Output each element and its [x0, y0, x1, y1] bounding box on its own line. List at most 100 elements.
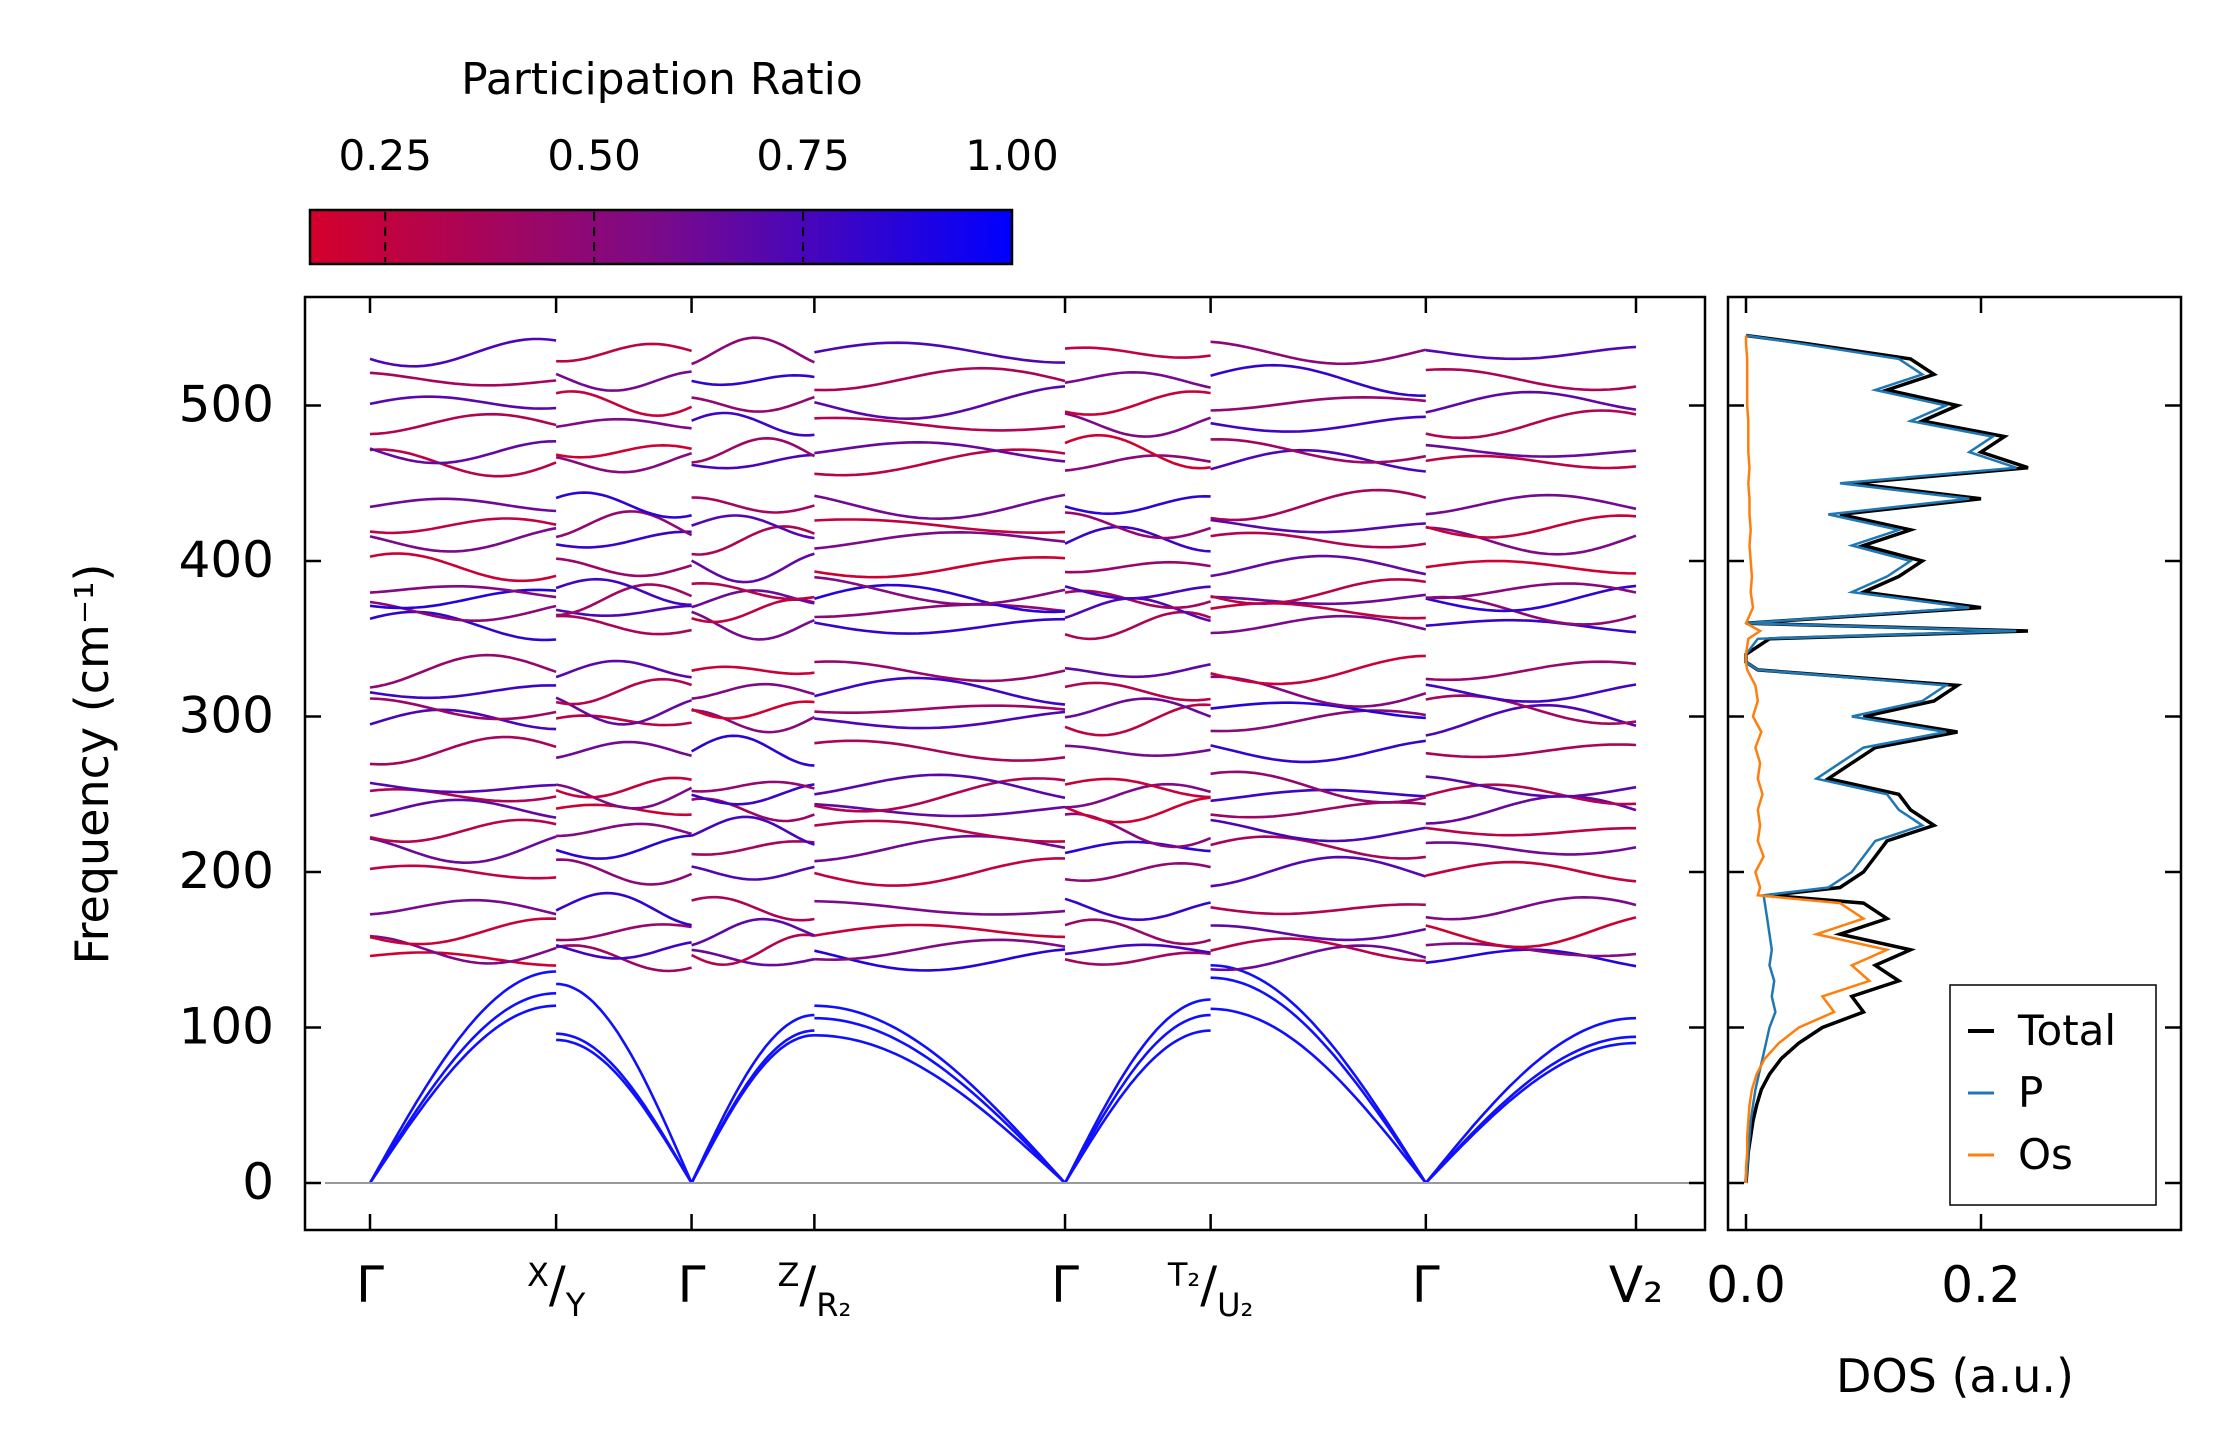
- optical-branch: [1425, 367, 1637, 392]
- optical-branch: [814, 739, 1066, 762]
- optical-branch: [1425, 584, 1637, 613]
- optical-branch: [691, 840, 815, 856]
- optical-branch: [555, 714, 692, 727]
- optical-branch: [691, 610, 815, 641]
- band-y-tick-label: 400: [179, 531, 274, 589]
- kpoint-label: Γ: [678, 1256, 706, 1314]
- optical-branch: [1425, 826, 1636, 837]
- acoustic-branch: [814, 1034, 1066, 1184]
- optical-branch: [556, 614, 692, 636]
- optical-branch: [814, 555, 1066, 579]
- optical-branch: [691, 496, 815, 514]
- optical-branch: [1210, 531, 1426, 549]
- acoustic-branch: [1210, 976, 1427, 1184]
- optical-branch: [555, 659, 692, 679]
- optical-branch: [1425, 743, 1637, 759]
- optical-branch: [814, 857, 1065, 887]
- optical-branch: [555, 696, 693, 726]
- optical-branch: [691, 783, 815, 806]
- optical-branch: [691, 700, 815, 720]
- optical-branch: [691, 665, 815, 676]
- optical-branch: [1210, 903, 1426, 916]
- optical-branch: [369, 684, 557, 700]
- band-plot-frame: [303, 295, 1707, 1232]
- optical-branch: [814, 518, 1066, 534]
- optical-branch: [814, 773, 1066, 800]
- optical-branch: [369, 440, 557, 465]
- optical-branch: [814, 710, 1066, 730]
- optical-branch: [369, 864, 557, 880]
- optical-branch: [814, 819, 1066, 843]
- dos-x-tick-label: 0.0: [1706, 1256, 1786, 1314]
- colorbar-tick-label: 0.75: [756, 131, 850, 180]
- optical-branch: [1210, 701, 1426, 720]
- optical-branch: [1425, 595, 1637, 626]
- optical-branch: [369, 526, 557, 553]
- kpoint-label: Γ: [1412, 1256, 1440, 1314]
- kpoint-label: Γ: [1051, 1256, 1079, 1314]
- optical-branch: [556, 583, 693, 617]
- acoustic-branch: [1424, 1016, 1637, 1184]
- optical-branch: [814, 603, 1066, 619]
- optical-branch: [691, 581, 815, 601]
- optical-branch: [814, 676, 1066, 706]
- acoustic-branch: [556, 1038, 693, 1184]
- optical-branch: [555, 891, 692, 927]
- optical-branch: [1064, 610, 1212, 641]
- optical-branch: [1064, 434, 1211, 470]
- optical-branch: [555, 557, 692, 578]
- optical-branch: [814, 899, 1066, 916]
- optical-branch: [814, 493, 1066, 521]
- optical-branch: [1210, 415, 1426, 433]
- optical-branch: [1425, 841, 1637, 856]
- optical-branch: [1064, 370, 1211, 389]
- dos-y-ticks: [1728, 404, 2181, 1185]
- optical-branch: [814, 575, 1066, 606]
- dos-x-axis: 0.0 0.2: [1706, 297, 2021, 1314]
- acoustic-branch: [556, 1032, 693, 1184]
- optical-branch: [690, 552, 815, 584]
- optical-branch: [1064, 390, 1211, 416]
- optical-branch: [556, 342, 692, 363]
- optical-branch: [1210, 654, 1426, 686]
- optical-branch: [1210, 944, 1427, 972]
- acoustic-branch: [690, 1034, 815, 1184]
- optical-branch: [691, 453, 815, 470]
- colorbar-tick-label: 1.00: [965, 131, 1059, 180]
- optical-branch: [369, 371, 557, 387]
- colorbar-title: Participation Ratio: [461, 54, 863, 105]
- acoustic-branch: [368, 970, 557, 1184]
- optical-branch: [1210, 818, 1427, 843]
- optical-branch: [1425, 514, 1637, 539]
- optical-branch: [1064, 663, 1211, 679]
- acoustic-branch: [1424, 1035, 1637, 1184]
- optical-branch: [1425, 775, 1637, 798]
- optical-branch: [1425, 390, 1637, 414]
- optical-branch: [369, 337, 557, 368]
- optical-branch: [1425, 703, 1637, 737]
- optical-branch: [555, 577, 692, 607]
- optical-branch: [691, 411, 815, 437]
- kpoint-label: X/Y: [527, 1256, 586, 1324]
- optical-branch: [1210, 518, 1426, 534]
- optical-branch: [1425, 559, 1637, 575]
- optical-branch: [1210, 602, 1426, 620]
- optical-branch: [691, 336, 815, 366]
- optical-branch: [1425, 942, 1637, 958]
- optical-branch: [1064, 412, 1212, 438]
- optical-branch: [369, 951, 557, 967]
- optical-branch: [814, 704, 1066, 714]
- optical-branch: [555, 452, 692, 474]
- optical-branch: [1064, 777, 1211, 799]
- optical-branch: [1064, 494, 1211, 516]
- optical-branch: [369, 497, 557, 513]
- optical-branch: [1064, 796, 1211, 824]
- optical-branch: [691, 395, 815, 413]
- optical-branch: [369, 448, 557, 478]
- optical-branch: [369, 600, 557, 622]
- optical-branch: [691, 933, 815, 967]
- optical-branch: [1064, 525, 1211, 553]
- acoustic-branch: [1063, 1029, 1211, 1184]
- optical-branch: [1064, 918, 1211, 946]
